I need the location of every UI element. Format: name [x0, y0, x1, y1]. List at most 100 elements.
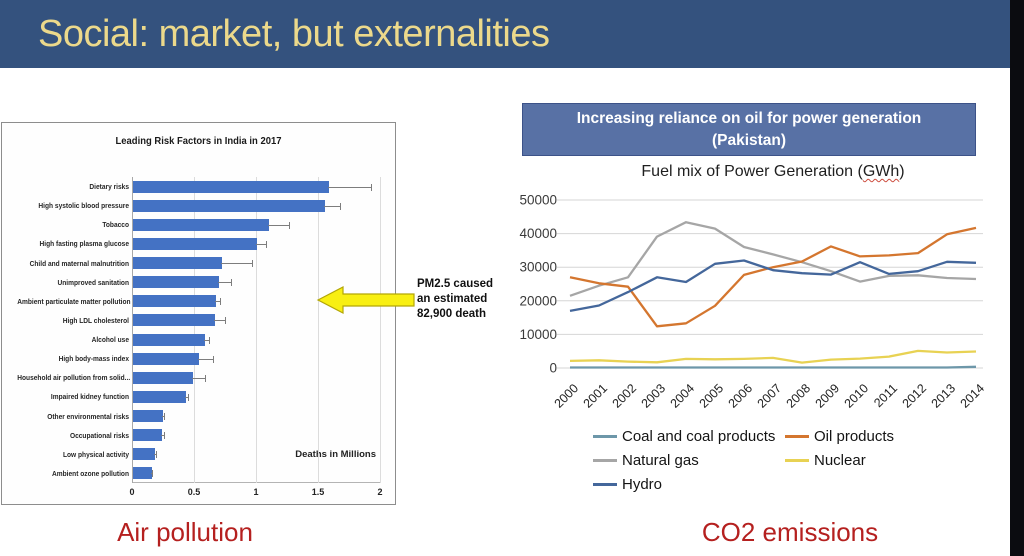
bar	[133, 218, 270, 231]
bar-category-label: Ambient particulate matter pollution	[17, 296, 131, 306]
x-tick-label: 0.5	[187, 487, 201, 497]
legend-label: Hydro	[622, 476, 663, 493]
error-bar-cap	[340, 202, 342, 210]
bar	[133, 410, 163, 422]
error-bar	[185, 396, 188, 398]
series-line-nuclear	[569, 349, 977, 364]
y-tick-label: 20000	[519, 293, 557, 308]
legend-label: Nuclear	[814, 452, 866, 469]
x-axis-label: Deaths in Millions	[295, 449, 376, 460]
error-bar-cap	[212, 355, 214, 363]
bar	[133, 276, 219, 289]
caption-air-pollution: Air pollution	[117, 517, 253, 547]
error-bar	[191, 377, 206, 379]
bar	[133, 237, 257, 250]
bar-category-label: Impaired kidney function	[50, 392, 130, 402]
bar-category-label: Alcohol use	[91, 335, 129, 344]
bar-category-label: Unimproved sanitation	[57, 277, 129, 287]
slide-title: Social: market, but externalities	[38, 13, 550, 55]
error-bar	[324, 205, 341, 207]
y-tick-label: 0	[549, 361, 557, 376]
bar	[133, 295, 217, 308]
error-bar	[215, 301, 221, 303]
error-bar-cap	[265, 240, 267, 248]
bar-category-label: High systolic blood pressure	[38, 201, 129, 211]
legend-swatch-icon	[593, 483, 617, 486]
bar-category-label: Household air pollution from solid...	[17, 373, 131, 383]
gridline	[194, 177, 195, 483]
error-bar	[160, 435, 165, 437]
series-line-oil-products	[569, 226, 977, 328]
legend-item: Coal and coal products	[593, 426, 785, 447]
bar-category-label: Other environmental risks	[47, 411, 129, 421]
error-bar	[150, 473, 152, 475]
subtitle-prefix: Fuel mix of Power Generation (	[641, 163, 863, 180]
error-bar-cap	[208, 336, 210, 344]
subtitle-suffix: )	[899, 163, 905, 180]
x-tick-label: 2014	[958, 381, 988, 411]
error-bar-cap	[151, 470, 153, 478]
annotation-line: an estimated	[417, 292, 488, 305]
legend-item: Hydro	[593, 474, 785, 495]
subtitle-unit: GWh	[862, 163, 900, 180]
x-tick-label: 2006	[726, 381, 756, 411]
x-tick-label: 2012	[900, 381, 930, 411]
error-bar	[203, 339, 209, 341]
x-tick-label: 2004	[668, 381, 698, 411]
annotation-line: PM2.5 caused	[417, 278, 494, 290]
error-bar	[268, 224, 290, 226]
y-tick-label: 10000	[519, 327, 557, 342]
chart-legend: Coal and coal products Oil products Natura…	[593, 426, 894, 495]
legend-item: Nuclear	[785, 450, 894, 471]
error-bar	[217, 282, 232, 284]
error-bar-cap	[164, 432, 166, 440]
bar	[133, 257, 223, 269]
error-bar-cap	[155, 451, 157, 459]
x-tick-label: 1.5	[311, 487, 325, 497]
legend-item: Natural gas	[593, 450, 785, 471]
legend-label: Coal and coal products	[622, 428, 776, 445]
x-tick-label: 2	[377, 487, 383, 497]
bar	[133, 429, 162, 442]
risk-factors-bar-chart: Leading Risk Factors in India in 2017 Di…	[1, 122, 396, 505]
bar-category-label: Child and maternal malnutrition	[29, 258, 129, 268]
pm25-annotation: PM2.5 caused an estimated 82,900 death	[417, 277, 512, 322]
gridline	[256, 177, 257, 483]
error-bar-cap	[371, 183, 373, 191]
legend-swatch-icon	[785, 459, 809, 462]
bar	[133, 352, 199, 365]
y-tick-label: 30000	[519, 260, 557, 275]
banner-line2: (Pakistan)	[711, 132, 787, 150]
x-tick-label: 2011	[871, 381, 900, 410]
x-tick-label: 2009	[813, 381, 843, 411]
y-tick-label: 40000	[519, 226, 557, 241]
bar-category-label: Low physical activity	[62, 449, 129, 459]
x-tick-label: 2008	[784, 381, 814, 411]
gridline	[318, 177, 319, 483]
legend-swatch-icon	[593, 435, 617, 438]
legend-label: Oil products	[814, 428, 895, 445]
x-tick-label: 2010	[842, 381, 872, 411]
bar-category-label: Occupational risks	[69, 430, 129, 440]
error-bar	[154, 454, 156, 456]
gridline	[380, 177, 381, 483]
bar	[133, 333, 205, 346]
error-bar	[213, 320, 225, 322]
x-tick-label: 1	[253, 487, 259, 497]
error-bar-cap	[225, 317, 226, 325]
x-tick-label: 2007	[755, 381, 785, 411]
series-line-natural-gas	[569, 221, 977, 297]
x-tick-label: 2001	[581, 381, 611, 411]
x-tick-label: 2005	[697, 381, 727, 411]
legend-swatch-icon	[785, 435, 809, 438]
error-bar	[327, 186, 372, 188]
yellow-arrow-icon	[316, 286, 415, 314]
bar	[133, 448, 156, 461]
error-bar-cap	[289, 221, 291, 229]
x-tick-label: 2000	[552, 381, 582, 411]
bar-category-label: Ambient ozone pollution	[51, 468, 129, 478]
gridline	[132, 177, 133, 483]
x-tick-label: 2013	[929, 381, 959, 411]
error-bar-cap	[205, 374, 207, 382]
